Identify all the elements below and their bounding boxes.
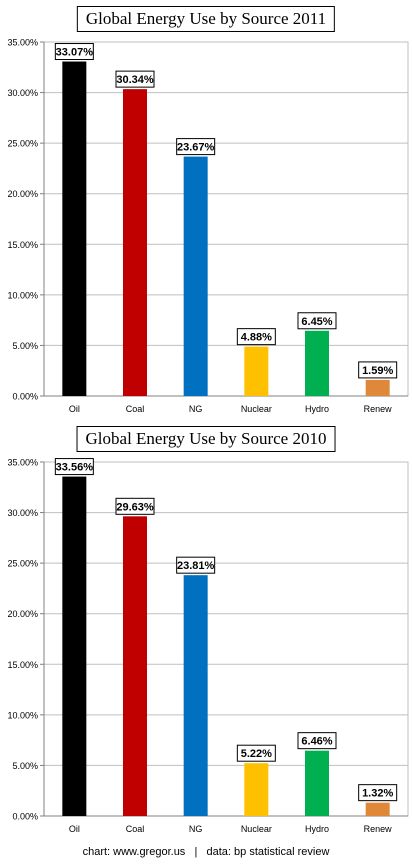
chart-2011-plot: 0.00% 5.00% 10.00% 15.00% 20.00% 25.00% 30.00%… xyxy=(7,38,409,414)
bar-nuclear xyxy=(244,346,269,396)
x-tick-label: Coal xyxy=(126,404,145,414)
data-label: 30.34% xyxy=(116,74,154,86)
plot-area xyxy=(43,461,409,817)
data-label-box xyxy=(297,732,337,750)
data-label-box xyxy=(176,138,216,156)
data-label: 6.45% xyxy=(301,316,332,328)
bar-coal xyxy=(123,89,147,396)
data-label-box xyxy=(115,70,155,88)
data-label: 23.67% xyxy=(177,142,215,154)
y-tick-label: 0.00% xyxy=(12,812,38,822)
data-label-box xyxy=(54,43,94,61)
x-tick-label: Oil xyxy=(69,404,80,414)
data-label: 5.22% xyxy=(241,748,272,760)
y-tick-label: 20.00% xyxy=(7,609,38,619)
bar-nuclear xyxy=(244,763,269,816)
data-label-box xyxy=(236,328,276,346)
y-tick-label: 10.00% xyxy=(7,710,38,720)
chart-title: Global Energy Use by Source 2011 xyxy=(76,6,336,32)
data-label-box xyxy=(358,361,398,379)
bar-hydro xyxy=(305,750,329,816)
data-label: 23.81% xyxy=(177,560,215,572)
y-tick-label: 35.00% xyxy=(7,458,38,468)
y-tick-label: 15.00% xyxy=(7,660,38,670)
chart-title: Global Energy Use by Source 2010 xyxy=(76,426,336,452)
footer-separator: | xyxy=(194,846,198,858)
data-label-box xyxy=(297,312,337,330)
x-tick-label: Nuclear xyxy=(241,824,272,834)
x-tick-label: NG xyxy=(189,404,203,414)
chart-2011: 0.00% 5.00% 10.00% 15.00% 20.00% 25.00% 30.00%… xyxy=(0,0,412,418)
y-tick-label: 5.00% xyxy=(12,761,38,771)
y-tick-label: 30.00% xyxy=(7,508,38,518)
data-label: 1.59% xyxy=(362,365,393,377)
bar-oil xyxy=(62,476,87,816)
footer: chart: www.gregor.us | data: bp statisti… xyxy=(0,846,412,858)
x-tick-label: NG xyxy=(189,824,203,834)
x-tick-label: Nuclear xyxy=(241,404,272,414)
x-tick-label: Hydro xyxy=(305,404,329,414)
y-tick-label: 10.00% xyxy=(7,290,38,300)
footer-source: data: bp statistical review xyxy=(206,846,330,858)
bar-ng xyxy=(183,575,208,816)
x-tick-label: Hydro xyxy=(305,824,329,834)
data-label: 4.88% xyxy=(241,332,272,344)
chart-2010-plot: 0.00% 5.00% 10.00% 15.00% 20.00% 25.00% 30.00%… xyxy=(7,458,409,834)
data-label: 6.46% xyxy=(301,736,332,748)
y-tick-label: 25.00% xyxy=(7,559,38,569)
bar-ng xyxy=(183,156,208,396)
data-label: 33.56% xyxy=(56,462,94,474)
data-label-box xyxy=(54,458,94,476)
data-label: 29.63% xyxy=(116,501,154,513)
data-label-box xyxy=(358,784,398,802)
bar-renew xyxy=(365,379,390,396)
y-tick-label: 0.00% xyxy=(12,392,38,402)
y-tick-label: 15.00% xyxy=(7,240,38,250)
x-tick-label: Oil xyxy=(69,824,80,834)
x-tick-label: Coal xyxy=(126,824,145,834)
bar-oil xyxy=(62,61,87,397)
bar-renew xyxy=(365,802,390,816)
data-label-box xyxy=(176,556,216,574)
y-tick-label: 25.00% xyxy=(7,139,38,149)
footer-credit: chart: www.gregor.us xyxy=(82,846,186,858)
bar-coal xyxy=(123,516,147,816)
data-label: 33.07% xyxy=(56,47,94,59)
x-tick-label: Renew xyxy=(364,824,393,834)
y-tick-label: 30.00% xyxy=(7,88,38,98)
y-tick-label: 35.00% xyxy=(7,38,38,48)
data-label-box xyxy=(115,497,155,515)
bar-hydro xyxy=(305,330,329,396)
y-tick-label: 5.00% xyxy=(12,341,38,351)
plot-area xyxy=(43,41,409,397)
data-label-box xyxy=(236,744,276,762)
chart-2010: 0.00% 5.00% 10.00% 15.00% 20.00% 25.00% 30.00%… xyxy=(0,420,412,838)
data-label: 1.32% xyxy=(362,788,393,800)
y-tick-label: 20.00% xyxy=(7,189,38,199)
x-tick-label: Renew xyxy=(364,404,393,414)
